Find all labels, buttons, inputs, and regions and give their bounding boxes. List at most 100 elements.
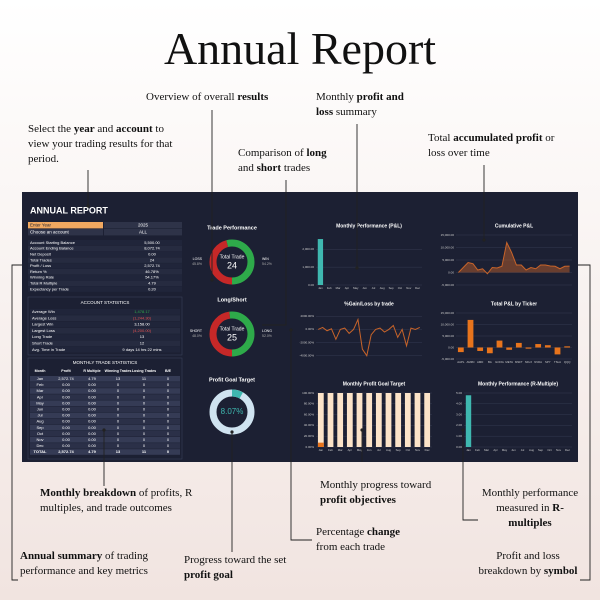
setting-value: ALL bbox=[139, 229, 148, 234]
table-cell: Dec bbox=[36, 443, 43, 448]
metric-row bbox=[28, 257, 182, 263]
setting-value-cell[interactable] bbox=[104, 229, 182, 236]
table-cell: Mar bbox=[37, 388, 45, 393]
metric-row bbox=[28, 269, 182, 275]
y-tick-label: 10,000.00 bbox=[441, 322, 455, 326]
chart-title: %Gain/Loss by trade bbox=[344, 301, 394, 307]
annotation-text: symbol bbox=[543, 565, 578, 577]
stat-value: 13 bbox=[140, 334, 145, 339]
metric-label: Winning Rate bbox=[30, 275, 55, 280]
metric-label: Return % bbox=[30, 269, 47, 274]
stat-label: Largest Loss bbox=[32, 328, 55, 333]
annotation-text: long bbox=[306, 147, 327, 159]
table-cell: Jun bbox=[37, 406, 43, 411]
metric-row bbox=[28, 274, 182, 281]
y-tick-label: 2000.00% bbox=[300, 314, 314, 318]
stat-label: Avg. Time in Trade bbox=[32, 347, 66, 352]
y-tick-label: 0.00 bbox=[448, 270, 454, 274]
x-tick-label: Jun bbox=[362, 286, 367, 290]
x-tick-label: AMZN bbox=[467, 360, 475, 364]
table-cell: 0 bbox=[117, 431, 120, 436]
table-cell: 0 bbox=[167, 431, 170, 436]
annotation-text: or loss over time bbox=[428, 132, 555, 159]
table-cell: Nov bbox=[36, 437, 43, 442]
setting-label-cell bbox=[28, 222, 103, 229]
y-tick-label: 0.00% bbox=[305, 445, 314, 449]
table-cell: 4.79 bbox=[88, 376, 97, 381]
table-cell: 0 bbox=[167, 376, 170, 381]
x-tick-label: Sep bbox=[389, 286, 394, 290]
bar bbox=[467, 319, 474, 348]
metric-label: Profit / Loss bbox=[30, 263, 51, 268]
x-tick-label: BA bbox=[488, 360, 492, 364]
stats-box bbox=[27, 296, 183, 356]
y-tick-label: 60.00% bbox=[304, 412, 315, 416]
table-cell: 0 bbox=[167, 449, 170, 454]
table-cell: 0 bbox=[167, 413, 170, 418]
donut-percent: 45.8% bbox=[192, 262, 202, 266]
table-cell: TOTAL bbox=[34, 449, 48, 454]
x-tick-label: AAPL bbox=[457, 360, 465, 364]
x-tick-label: Aug bbox=[386, 448, 391, 452]
metric-label: Total Trades bbox=[30, 257, 52, 262]
table-row bbox=[30, 443, 180, 449]
table-cell: 0 bbox=[143, 400, 146, 405]
annotation-text: results bbox=[237, 91, 269, 103]
x-tick-label: Jul bbox=[521, 448, 525, 452]
x-tick-label: Mar bbox=[338, 448, 343, 452]
metric-value: 0.00 bbox=[148, 251, 157, 256]
annotation-text: Monthly bbox=[316, 91, 357, 103]
annotation-text: Monthly breakdown bbox=[40, 487, 137, 499]
table-cell: 13 bbox=[116, 376, 121, 381]
setting-value-cell[interactable] bbox=[104, 222, 182, 229]
y-tick-label: 100.00% bbox=[302, 391, 314, 395]
x-tick-label: Feb bbox=[327, 286, 332, 290]
y-tick-label: 3.00 bbox=[456, 412, 462, 416]
table-cell: 0.00 bbox=[88, 400, 97, 405]
chart-title: Monthly Performance (P&L) bbox=[336, 223, 402, 229]
y-tick-label: 5,000.00 bbox=[442, 258, 454, 262]
connector bbox=[578, 264, 591, 581]
connector-dot bbox=[482, 238, 486, 242]
setting-label: Choose an account bbox=[30, 229, 70, 234]
stat-value: 3,158.00 bbox=[134, 322, 150, 327]
donut-center-label: Total Trade bbox=[220, 254, 245, 260]
table-cell: 0.00 bbox=[88, 419, 97, 424]
table-cell: 0 bbox=[143, 388, 146, 393]
annotation: Monthly progress toward profit objective… bbox=[320, 478, 440, 508]
metric-label: Net Deposit bbox=[30, 251, 52, 256]
metric-label: Total R Multiple bbox=[30, 280, 58, 285]
table-cell: 0 bbox=[167, 425, 170, 430]
table-cell: Feb bbox=[37, 382, 45, 387]
bar bbox=[496, 340, 503, 348]
stat-label: Average Win bbox=[32, 309, 55, 314]
table-cell: Jan bbox=[37, 376, 43, 381]
table-cell: 0.00 bbox=[62, 431, 71, 436]
stat-value: 12 bbox=[140, 340, 145, 345]
annotation-text: to view your trading results for that pe… bbox=[28, 123, 173, 165]
stat-row bbox=[30, 327, 180, 334]
bar bbox=[465, 395, 472, 447]
y-tick-label: 15,000.00 bbox=[441, 233, 455, 237]
table-cell: 0 bbox=[167, 437, 170, 442]
x-tick-label: Aug bbox=[529, 448, 534, 452]
metric-label: Expectancy per Trade bbox=[30, 286, 70, 291]
bar bbox=[525, 347, 532, 349]
stat-value: 9 days 14 hrs 22 mins bbox=[122, 347, 161, 352]
target-bar bbox=[366, 393, 373, 447]
x-tick-label: AMD bbox=[477, 360, 483, 364]
donut-segment bbox=[209, 239, 255, 285]
metric-value: 5,500.00 bbox=[144, 240, 160, 245]
y-tick-label: 80.00% bbox=[304, 402, 315, 406]
annotation-text: Percentage bbox=[316, 526, 367, 538]
table-cell: Sep bbox=[36, 425, 44, 430]
setting-label-cell bbox=[28, 229, 103, 236]
target-bar bbox=[414, 393, 421, 447]
x-tick-label: SPY bbox=[545, 360, 551, 364]
chart-title: Total P&L by Ticker bbox=[491, 301, 537, 307]
y-tick-label: 10,000.00 bbox=[441, 245, 455, 249]
annotation-text: of profits, R multiples, and trade outco… bbox=[40, 487, 193, 514]
stat-label: Short Trade bbox=[32, 340, 54, 345]
chart-title: Monthly Profit Goal Target bbox=[343, 381, 406, 387]
x-tick-label: META bbox=[505, 360, 513, 364]
